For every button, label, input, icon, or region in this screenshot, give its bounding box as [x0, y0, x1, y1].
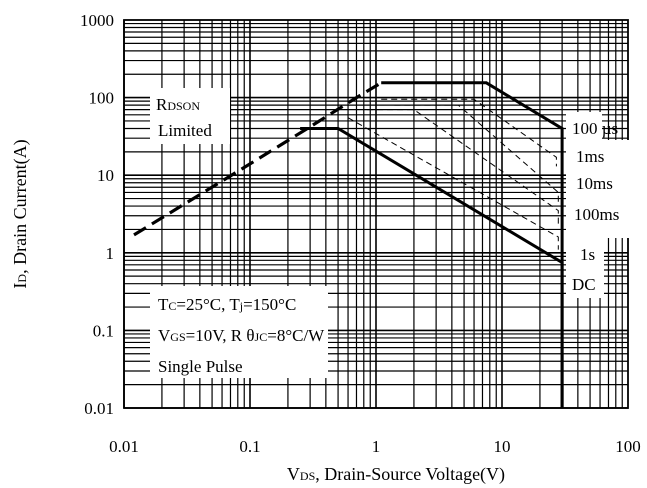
- rdson-label-box: [150, 88, 230, 144]
- y-axis-title: ID, Drain Current(A): [10, 139, 31, 288]
- conditions-box: [150, 286, 328, 378]
- y-tick-label: 0.1: [93, 321, 114, 340]
- annotations: RDSON Limited TC=25°C, Tj=150°C VGS=10V, R …: [150, 88, 632, 378]
- series-10ms-line: [394, 104, 559, 207]
- y-tick-label: 1000: [80, 11, 114, 30]
- x-tick-label: 1: [372, 437, 381, 456]
- x-tick-label: 0.01: [109, 437, 139, 456]
- curve-label-dc: DC: [572, 275, 596, 294]
- x-tick-label: 0.1: [239, 437, 260, 456]
- series-group: [133, 81, 564, 408]
- limited-label: Limited: [158, 121, 212, 140]
- curve-label-1s: 1s: [580, 245, 595, 264]
- rdson-label: RDSON: [156, 95, 200, 114]
- series-1ms-line: [381, 98, 557, 167]
- x-axis-title: VDS, Drain-Source Voltage(V): [287, 464, 505, 485]
- curve-label-100-s: 100 µs: [572, 119, 618, 138]
- curve-labels-box-3: [566, 236, 604, 298]
- x-tick-label: 100: [615, 437, 641, 456]
- curve-label-100ms: 100ms: [574, 205, 619, 224]
- curve-label-1ms: 1ms: [576, 147, 604, 166]
- y-tick-label: 100: [89, 89, 115, 108]
- condition-pulse: Single Pulse: [158, 357, 243, 376]
- x-tick-label: 10: [494, 437, 511, 456]
- y-tick-label: 10: [97, 166, 114, 185]
- y-tick-label: 0.01: [84, 399, 114, 418]
- tick-labels: 0.01 0.1 1 10 100 1000 0.01 0.1 1 10 100: [80, 11, 641, 456]
- curve-label-10ms: 10ms: [576, 174, 613, 193]
- condition-voltage: VGS=10V, R θJC=8°C/W: [158, 326, 325, 345]
- grid: [123, 19, 629, 409]
- curve-labels-box-2: [566, 140, 632, 238]
- series-1s-line: [347, 117, 559, 250]
- series-100ms-line: [367, 109, 559, 227]
- series-dc-line: [300, 127, 564, 408]
- condition-temperature: TC=25°C, Tj=150°C: [158, 295, 296, 314]
- y-tick-label: 1: [106, 244, 115, 263]
- curve-labels-box-1: [566, 112, 602, 142]
- series-rds-on-limited-line: [133, 81, 383, 237]
- axis-titles: VDS, Drain-Source Voltage(V) ID, Drain Cu…: [10, 139, 505, 485]
